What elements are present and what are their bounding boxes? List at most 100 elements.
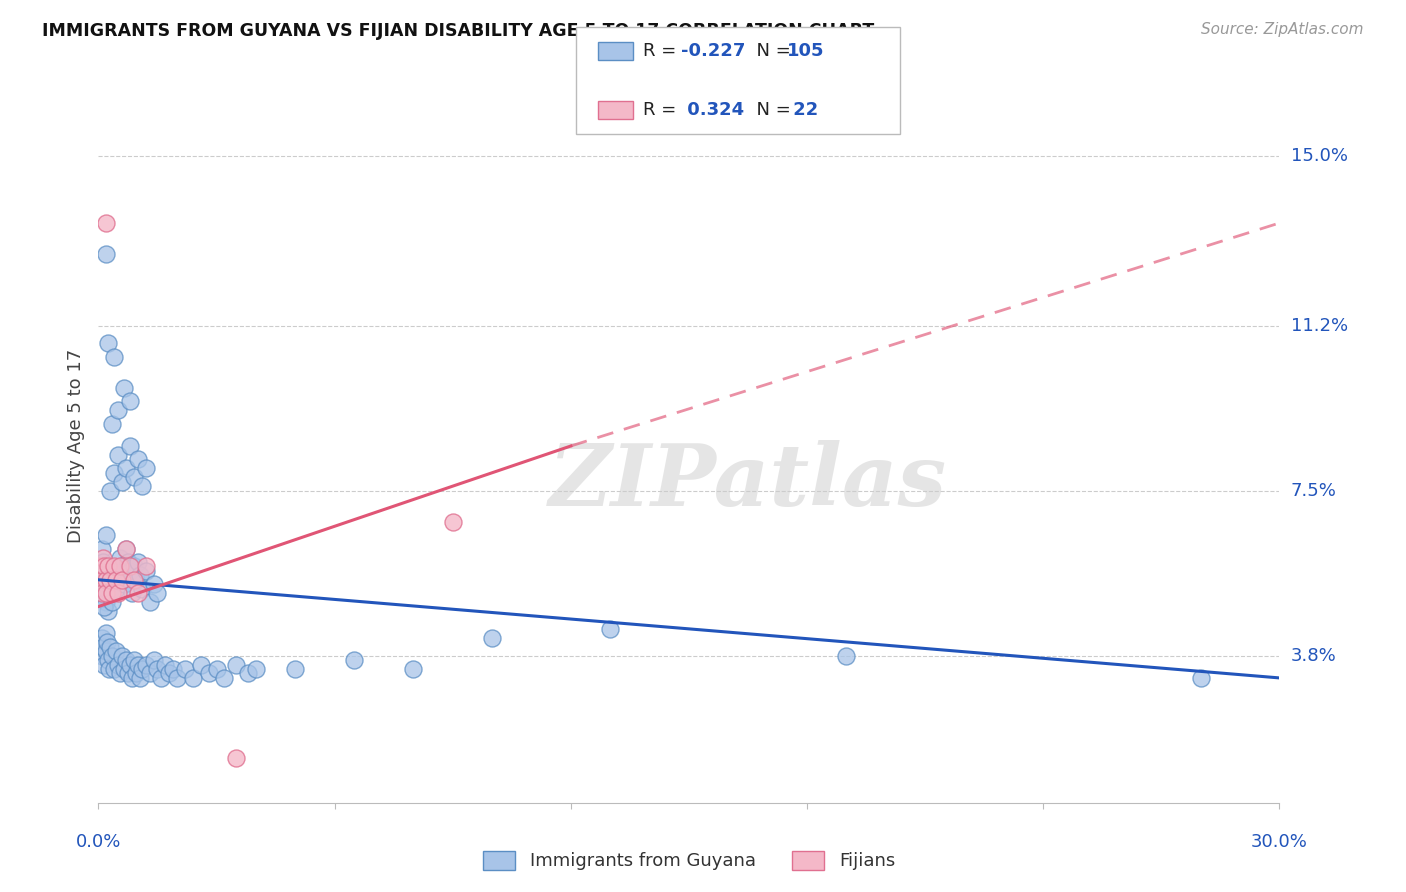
Point bbox=[128, 568, 150, 582]
Point bbox=[125, 666, 148, 681]
Point bbox=[91, 541, 114, 556]
Point bbox=[214, 671, 236, 685]
Text: Source: ZipAtlas.com: Source: ZipAtlas.com bbox=[1201, 22, 1364, 37]
Point bbox=[225, 657, 247, 672]
Text: ZIPatlas: ZIPatlas bbox=[548, 440, 948, 524]
Point bbox=[93, 573, 115, 587]
Point bbox=[118, 559, 141, 574]
Point bbox=[103, 662, 125, 676]
Point bbox=[97, 559, 120, 574]
Point bbox=[599, 622, 621, 636]
Point bbox=[101, 586, 124, 600]
Text: N =: N = bbox=[745, 101, 797, 119]
Point bbox=[115, 541, 138, 556]
Point bbox=[111, 573, 134, 587]
Point bbox=[108, 550, 131, 565]
Point bbox=[117, 666, 139, 681]
Point bbox=[107, 657, 129, 672]
Point bbox=[118, 564, 141, 578]
Point bbox=[225, 751, 247, 765]
Point bbox=[101, 417, 124, 431]
Point bbox=[93, 559, 115, 574]
Point bbox=[107, 403, 129, 417]
Point bbox=[1189, 671, 1212, 685]
Point bbox=[91, 555, 114, 569]
Point bbox=[343, 653, 366, 667]
Point bbox=[118, 657, 141, 672]
Point bbox=[108, 666, 131, 681]
Point bbox=[98, 662, 121, 676]
Point bbox=[108, 559, 131, 574]
Point bbox=[122, 470, 145, 484]
Point bbox=[115, 541, 138, 556]
Point bbox=[91, 648, 114, 663]
Point bbox=[96, 528, 118, 542]
Point bbox=[96, 635, 118, 649]
Point bbox=[103, 559, 125, 574]
Point bbox=[105, 644, 128, 658]
Point bbox=[205, 662, 228, 676]
Point bbox=[91, 640, 114, 654]
Point bbox=[97, 653, 120, 667]
Point bbox=[481, 631, 503, 645]
Point bbox=[146, 586, 169, 600]
Point bbox=[117, 555, 139, 569]
Point bbox=[91, 586, 114, 600]
Point bbox=[105, 582, 128, 596]
Point bbox=[101, 648, 124, 663]
Point bbox=[97, 336, 120, 351]
Point bbox=[131, 582, 153, 596]
Point bbox=[197, 666, 219, 681]
Text: 15.0%: 15.0% bbox=[1291, 147, 1347, 165]
Point bbox=[98, 577, 121, 591]
Point bbox=[131, 662, 153, 676]
Text: 22: 22 bbox=[787, 101, 818, 119]
Point bbox=[96, 216, 118, 230]
Point bbox=[90, 573, 112, 587]
Text: IMMIGRANTS FROM GUYANA VS FIJIAN DISABILITY AGE 5 TO 17 CORRELATION CHART: IMMIGRANTS FROM GUYANA VS FIJIAN DISABIL… bbox=[42, 22, 875, 40]
Point bbox=[107, 448, 129, 462]
Point bbox=[111, 648, 134, 663]
Text: 30.0%: 30.0% bbox=[1251, 833, 1308, 851]
Point bbox=[98, 573, 121, 587]
Point bbox=[112, 381, 135, 395]
Point bbox=[90, 582, 112, 596]
Point bbox=[118, 439, 141, 453]
Point bbox=[96, 582, 118, 596]
Point bbox=[103, 466, 125, 480]
Text: 105: 105 bbox=[787, 42, 825, 60]
Point bbox=[91, 550, 114, 565]
Point bbox=[127, 586, 149, 600]
Point bbox=[135, 564, 157, 578]
Text: 11.2%: 11.2% bbox=[1291, 317, 1348, 334]
Point bbox=[135, 559, 157, 574]
Point bbox=[245, 662, 267, 676]
Point bbox=[96, 247, 118, 261]
Point bbox=[157, 666, 180, 681]
Text: R =: R = bbox=[643, 101, 682, 119]
Point bbox=[111, 475, 134, 489]
Point bbox=[107, 568, 129, 582]
Point bbox=[127, 555, 149, 569]
Point bbox=[93, 657, 115, 672]
Point bbox=[138, 666, 160, 681]
Point bbox=[122, 653, 145, 667]
Point bbox=[93, 599, 115, 614]
Point bbox=[128, 671, 150, 685]
Point bbox=[118, 394, 141, 409]
Point bbox=[97, 604, 120, 618]
Point bbox=[111, 559, 134, 574]
Point bbox=[96, 559, 118, 574]
Point bbox=[107, 586, 129, 600]
Legend: Immigrants from Guyana, Fijians: Immigrants from Guyana, Fijians bbox=[474, 842, 904, 880]
Point bbox=[89, 559, 111, 574]
Point bbox=[150, 671, 173, 685]
Point bbox=[127, 452, 149, 467]
Point bbox=[98, 483, 121, 498]
Point bbox=[155, 657, 177, 672]
Point bbox=[101, 595, 124, 609]
Point bbox=[146, 662, 169, 676]
Point bbox=[835, 648, 858, 663]
Point bbox=[96, 644, 118, 658]
Point bbox=[142, 577, 165, 591]
